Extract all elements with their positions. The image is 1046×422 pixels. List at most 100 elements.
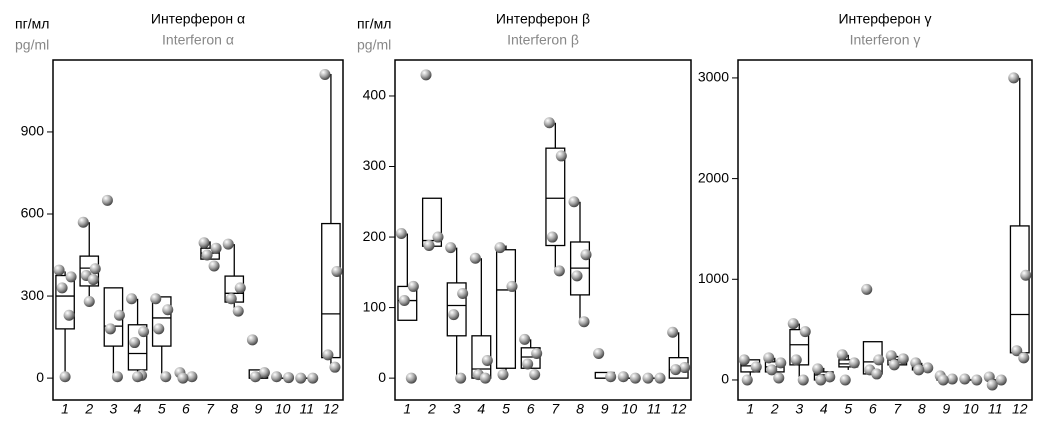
data-point (741, 374, 753, 386)
y-axis-label: пг/мл (15, 16, 49, 32)
data-point (162, 304, 174, 316)
data-point (593, 347, 605, 359)
x-tick-label: 1 (61, 401, 69, 417)
x-tick-label: 5 (844, 401, 852, 417)
x-tick-label: 3 (795, 401, 803, 417)
chart-title: Интерферон α (151, 11, 245, 27)
data-point (398, 295, 410, 307)
data-point (913, 364, 925, 376)
data-point (667, 326, 679, 338)
data-point (568, 196, 580, 208)
data-point (1011, 345, 1023, 357)
data-point (679, 362, 691, 374)
data-point (208, 260, 220, 272)
data-point (469, 252, 481, 264)
data-point (885, 350, 897, 362)
data-point (65, 271, 77, 283)
data-point (329, 361, 341, 373)
box (495, 249, 517, 369)
data-point (971, 374, 983, 386)
y-tick-label: 200 (363, 228, 387, 244)
data-point (815, 374, 827, 386)
data-point (494, 242, 506, 254)
data-point (111, 371, 123, 383)
data-point (873, 354, 885, 366)
data-point (986, 379, 998, 391)
data-point (423, 240, 435, 252)
data-point (153, 323, 165, 335)
data-point (642, 372, 654, 384)
data-point (455, 372, 467, 384)
x-tick-label: 4 (134, 401, 142, 417)
data-point (322, 349, 334, 361)
chart-subtitle: Interferon α (162, 32, 234, 48)
x-tick-label: 8 (576, 401, 584, 417)
chart-title: Интерферон β (496, 11, 590, 27)
x-tick-label: 8 (230, 401, 238, 417)
data-point (87, 274, 99, 286)
x-tick-label: 3 (110, 401, 118, 417)
data-point (445, 242, 457, 254)
data-point (234, 282, 246, 294)
data-point (617, 371, 629, 383)
data-point (531, 347, 543, 359)
x-tick-label: 9 (942, 401, 950, 417)
data-point (546, 231, 558, 243)
data-point (959, 373, 971, 385)
data-point (605, 371, 617, 383)
x-tick-label: 7 (893, 401, 902, 417)
data-point (888, 359, 900, 371)
data-point (138, 326, 150, 338)
data-point (53, 264, 65, 276)
data-point (481, 354, 493, 366)
x-tick-label: 3 (453, 401, 461, 417)
x-tick-label: 1 (746, 401, 754, 417)
x-tick-label: 9 (601, 401, 609, 417)
data-point (529, 369, 541, 381)
x-tick-label: 5 (158, 401, 166, 417)
x-tick-label: 10 (622, 401, 638, 417)
data-point (283, 372, 295, 384)
data-point (848, 357, 860, 369)
data-point (101, 194, 113, 206)
x-tick-label: 2 (770, 401, 779, 417)
data-point (59, 371, 71, 383)
y-tick-label: 1000 (698, 270, 729, 286)
box (1009, 225, 1030, 354)
data-point (395, 228, 407, 240)
y-tick-label: 300 (21, 287, 45, 303)
x-tick-label: 12 (671, 401, 687, 417)
data-point (836, 349, 848, 361)
y-tick-label: 2000 (698, 169, 729, 185)
data-point (448, 309, 460, 321)
data-point (246, 334, 258, 346)
data-point (222, 238, 234, 250)
data-point (861, 283, 873, 295)
data-point (77, 216, 89, 228)
y-axis-label-en: pg/ml (357, 37, 391, 53)
x-tick-label: 7 (206, 401, 215, 417)
data-point (522, 358, 534, 370)
data-point (249, 371, 261, 383)
data-point (177, 372, 189, 384)
data-point (271, 371, 283, 383)
data-point (839, 374, 851, 386)
data-point (787, 318, 799, 330)
data-point (580, 249, 592, 261)
data-point (89, 263, 101, 275)
data-point (307, 372, 319, 384)
chart-subtitle: Interferon γ (850, 32, 921, 48)
data-point (763, 352, 775, 364)
x-tick-label: 11 (299, 401, 314, 417)
data-point (775, 357, 787, 369)
data-point (150, 293, 162, 305)
y-tick-label: 3000 (698, 69, 729, 85)
data-point (210, 242, 222, 254)
data-point (543, 117, 555, 129)
y-tick-label: 0 (378, 369, 386, 385)
data-point (750, 361, 762, 373)
plot-frame (394, 59, 692, 401)
x-tick-label: 12 (1012, 401, 1028, 417)
data-point (553, 265, 565, 277)
